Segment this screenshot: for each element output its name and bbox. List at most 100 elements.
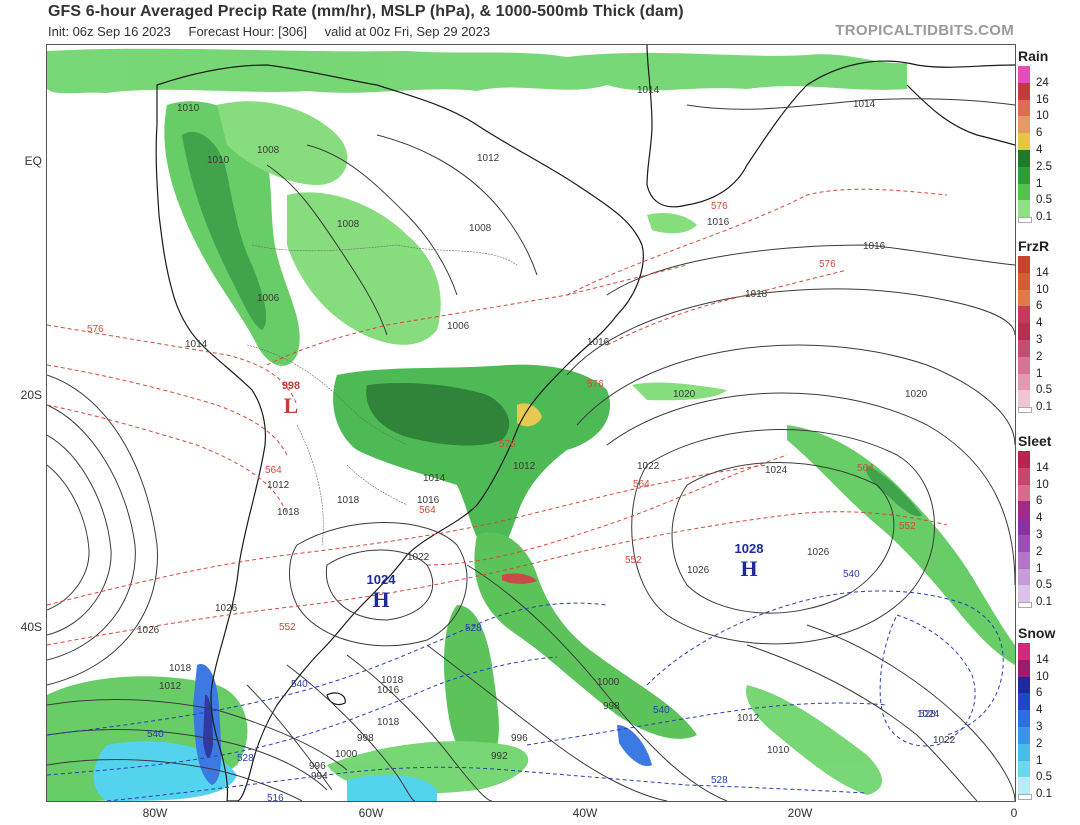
legend-swatch [1018, 356, 1030, 375]
legend-swatch [1018, 306, 1030, 324]
thickness-label: 576 [499, 439, 516, 450]
isobar-label: 1024 [917, 709, 940, 720]
border-layer [246, 244, 518, 546]
isobar-label: 1026 [215, 603, 238, 614]
legend-tick-label: 2 [1036, 545, 1043, 558]
legend-frzr-swatches: 14 10 6 4 3 2 1 0.5 0.1 [1016, 256, 1080, 414]
thickness-label: 564 [265, 465, 282, 476]
coast-falklands [326, 692, 346, 706]
legend-tick-label: 16 [1036, 93, 1049, 106]
isobar-label: 1022 [407, 552, 430, 563]
isobar-label: 1008 [257, 145, 280, 156]
legend-tick-label: 2 [1036, 737, 1043, 750]
precip-area-atl-front [787, 425, 1015, 665]
high-1024-value: 1024 [367, 572, 397, 587]
precip-area-tail [474, 532, 697, 739]
legend-tick-label: 6 [1036, 127, 1043, 140]
legend-rain-title: Rain [1018, 48, 1049, 64]
isobar-label: 1018 [169, 663, 192, 674]
thickness-label: 528 [711, 775, 728, 786]
isobar-label: 1016 [587, 337, 610, 348]
isobar-label: 1006 [447, 321, 470, 332]
legend-swatch [1018, 133, 1030, 151]
isobar-label: 998 [357, 733, 374, 744]
precip-area-sacz-dark [366, 383, 510, 446]
thickness-label: 516 [267, 793, 284, 801]
legend-swatch [1018, 484, 1030, 502]
precip-area-north [47, 48, 907, 94]
legend-tick-label: 2.5 [1036, 160, 1052, 173]
isobar-label: 996 [309, 761, 326, 772]
legend-swatch [1018, 710, 1030, 728]
isobar-label: 1008 [469, 223, 492, 234]
legend-tick-label: 14 [1036, 266, 1049, 279]
legend-swatch [1018, 99, 1030, 117]
legend-tick-label: 10 [1036, 478, 1049, 491]
lat-label-20s: 20S [20, 388, 42, 402]
isobar-layer [47, 98, 1015, 801]
thickness-label: 540 [653, 705, 670, 716]
legend-swatch [1018, 777, 1030, 795]
precip-area-atl-cells-2 [647, 213, 697, 234]
isobar-label: 1018 [377, 717, 400, 728]
legend-swatch [1018, 643, 1030, 661]
isobar-label: 1012 [159, 681, 182, 692]
thickness-label: 528 [919, 709, 936, 720]
legend-tick-label: 4 [1036, 704, 1043, 717]
isobar-label: 1012 [513, 461, 536, 472]
snow-area-blue-2 [617, 725, 652, 767]
legend-tick-label: 0.5 [1036, 194, 1052, 207]
legend-swatch [1018, 116, 1030, 134]
legend-swatch [1018, 166, 1030, 185]
chart-subtitle: Init: 06z Sep 16 2023 Forecast Hour: [30… [48, 24, 504, 39]
legend-swatch [1018, 727, 1030, 745]
weather-map-svg: 1014 1014 1016 1016 1018 1020 1020 1022 … [47, 45, 1015, 801]
chart-title: GFS 6-hour Averaged Precip Rate (mm/hr),… [48, 3, 684, 20]
legend-tick-label: 0.5 [1036, 384, 1052, 397]
thickness-label: 576 [87, 324, 104, 335]
legend-tick-label: 1 [1036, 177, 1043, 190]
valid-time: valid at 00z Fri, Sep 29 2023 [324, 24, 491, 39]
legend-swatch [1018, 323, 1030, 341]
precip-area-south [746, 685, 882, 795]
legend-tick-label: 0.1 [1036, 788, 1052, 801]
isobar-label: 1018 [337, 495, 360, 506]
thickness-label: 528 [465, 623, 482, 634]
snow-area-cyan-2 [347, 774, 437, 801]
thickness-label: 552 [279, 622, 296, 633]
weather-map: 1014 1014 1016 1016 1018 1020 1020 1022 … [46, 44, 1016, 802]
isobar-label: 998 [603, 701, 620, 712]
isobar-label: 1018 [381, 675, 404, 686]
legend-tick-label: 4 [1036, 317, 1043, 330]
isobar-label: 1014 [185, 339, 208, 350]
legend-tick-label: 0.1 [1036, 211, 1052, 224]
legend-sleet-swatches: 14 10 6 4 3 2 1 0.5 0.1 [1016, 451, 1080, 609]
low-998-value: 998 [282, 380, 300, 392]
legend-tick-label: 0.5 [1036, 771, 1052, 784]
isobar-label: 1014 [423, 473, 446, 484]
isobar-label: 1022 [933, 735, 956, 746]
legend-sleet: Sleet 14 10 6 4 3 2 1 0.5 0.1 [1016, 433, 1080, 609]
precip-area-amazon [287, 192, 441, 345]
legend-swatch [1018, 390, 1030, 408]
legend-swatch [1018, 150, 1030, 168]
legend-swatch [1018, 373, 1030, 391]
isobar-label: 1020 [905, 389, 928, 400]
legend-swatch [1018, 535, 1030, 553]
high-1024-symbol: H [372, 587, 389, 612]
precip-area-tail-2 [444, 605, 499, 767]
snow-area-navy [203, 694, 213, 758]
thickness-label: 540 [843, 569, 860, 580]
legend-tick-label: 6 [1036, 687, 1043, 700]
legend-tick-label: 6 [1036, 300, 1043, 313]
legend-swatch-min [1018, 407, 1032, 414]
legend-swatch [1018, 183, 1030, 201]
legend-tick-label: 3 [1036, 529, 1043, 541]
precip-area-atl-cells [632, 382, 727, 401]
isobar-label: 1014 [853, 99, 876, 110]
isobar-label: 1012 [267, 480, 290, 491]
isobar-label: 1022 [637, 461, 660, 472]
legend-frzr-title: FrzR [1018, 238, 1050, 254]
isobar-label: 1024 [765, 465, 788, 476]
isobar-label: 1016 [707, 217, 730, 228]
